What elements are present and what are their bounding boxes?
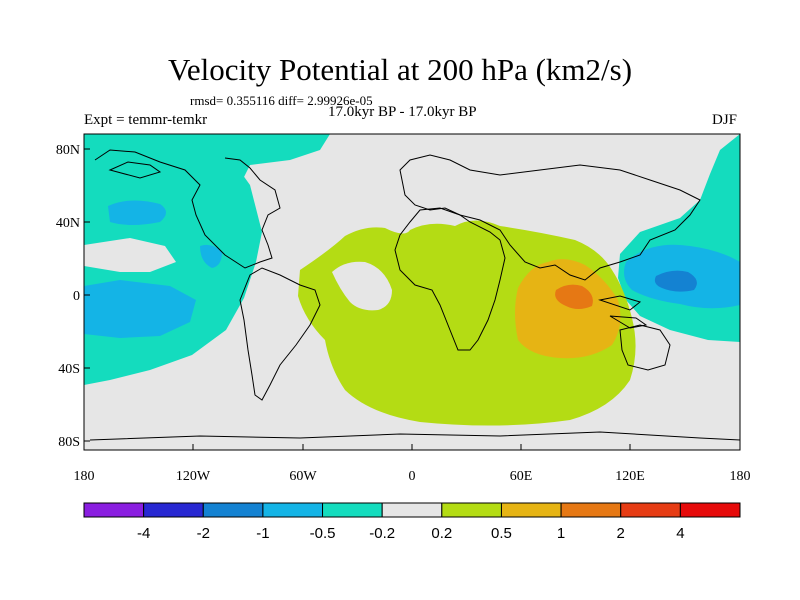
map-field (84, 134, 740, 450)
time-subtitle: 17.0kyr BP - 17.0kyr BP (328, 104, 477, 120)
contour-neg-half-central (200, 244, 222, 268)
lon-label: 0 (409, 469, 416, 484)
colorbar-labels: -4 -2 -1 -0.5 -0.2 0.2 0.5 1 2 4 (137, 525, 685, 542)
colorbar-label: 0.5 (491, 525, 512, 542)
contour-neg-north-ring (84, 134, 330, 200)
lon-label: 60W (289, 469, 317, 484)
colorbar-swatch (202, 502, 264, 518)
colorbar-label: -0.5 (310, 525, 336, 542)
colorbar-swatch (262, 502, 324, 518)
map-title: Velocity Potential at 200 hPa (km2/s) (167, 52, 633, 87)
colorbar-label: 4 (676, 525, 684, 542)
colorbar-label: -0.2 (369, 525, 395, 542)
lon-label: 120E (615, 469, 645, 484)
lon-label: 120W (176, 469, 211, 484)
lat-labels: 80N 40N 0 40S 80S (56, 143, 80, 450)
colorbar (83, 502, 741, 518)
colorbar-label: 0.2 (431, 525, 452, 542)
colorbar-label: 1 (557, 525, 565, 542)
contour-neg-half-north (108, 200, 166, 225)
colorbar-swatch (381, 502, 443, 518)
colorbar-swatch (441, 502, 502, 518)
stats-line: rmsd= 0.355116 diff= 2.99926e-05 (190, 93, 373, 108)
lat-label: 80N (56, 143, 80, 158)
colorbar-label: -1 (256, 525, 269, 542)
lon-label: 180 (730, 469, 751, 484)
contour-neutral-pocket (84, 238, 176, 272)
contour-neg-half-south (84, 280, 196, 338)
colorbar-swatch (143, 502, 204, 518)
colorbar-swatch (679, 502, 741, 518)
colorbar-label: 2 (617, 525, 625, 542)
lon-label: 180 (74, 469, 95, 484)
colorbar-swatch (500, 502, 562, 518)
lon-ticks (83, 444, 741, 450)
season-label: DJF (712, 112, 738, 128)
lon-labels: 180 120W 60W 0 60E 120E 180 (74, 469, 751, 484)
lat-label: 40S (58, 362, 80, 377)
colorbar-swatch (620, 502, 681, 518)
colorbar-swatch (322, 502, 383, 518)
experiment-label: Expt = temmr-temkr (84, 112, 208, 128)
colorbar-swatch (83, 502, 145, 518)
colorbar-label: -4 (137, 525, 150, 542)
lat-ticks (84, 148, 90, 442)
coastlines (89, 149, 740, 441)
lat-label: 0 (73, 289, 80, 304)
contour-neutral-atlantic (332, 261, 392, 311)
lat-label: 40N (56, 216, 80, 231)
contour-pos-one (555, 284, 593, 309)
colorbar-label: -2 (197, 525, 210, 542)
contour-neg-one-west (654, 270, 697, 292)
contour-pos-half (515, 259, 621, 359)
lon-label: 60E (510, 469, 533, 484)
lat-label: 80S (58, 435, 80, 450)
colorbar-swatch (560, 502, 622, 518)
